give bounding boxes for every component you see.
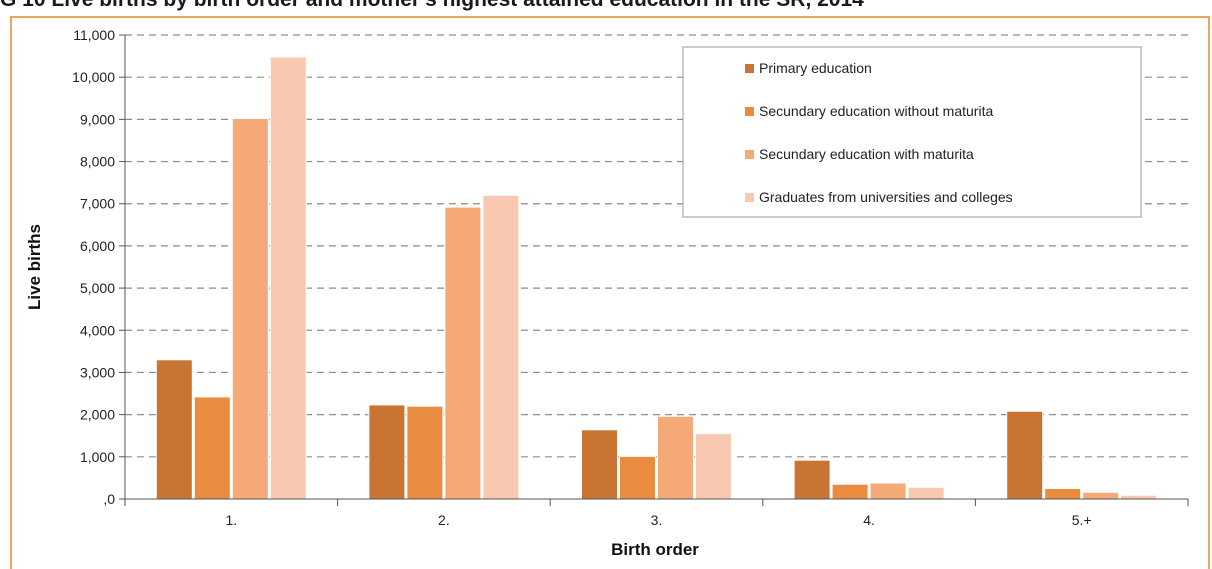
y-tick-label: 1,000 [80, 449, 115, 465]
legend-label: Secundary education with maturita [759, 146, 974, 162]
y-tick-label: 6,000 [80, 238, 115, 254]
legend-swatch [745, 150, 754, 159]
y-tick-label: 2,000 [80, 407, 115, 423]
legend-box [682, 46, 1142, 218]
y-tick-label: 8,000 [80, 154, 115, 170]
bar [695, 433, 732, 500]
gridlines [125, 34, 1188, 458]
x-tick-label: 2. [438, 512, 450, 528]
bar [1006, 410, 1044, 500]
x-tick-label: 4. [863, 512, 875, 528]
bar [619, 455, 656, 500]
y-tick-label: 11,000 [73, 27, 115, 43]
x-tick-label: 1. [225, 512, 237, 528]
bar [657, 415, 694, 500]
chart-title: G 10 Live births by birth order and moth… [0, 0, 1212, 13]
chart-frame [10, 16, 1210, 569]
y-tick-label: 10,000 [72, 69, 115, 85]
bar [444, 206, 482, 500]
bar [155, 359, 193, 500]
legend-label: Primary education [759, 60, 872, 76]
bar [793, 459, 831, 500]
bars [155, 56, 1158, 500]
bar [869, 482, 907, 500]
bar [1120, 494, 1158, 500]
bar [1082, 491, 1120, 500]
x-tick-label: 3. [651, 512, 663, 528]
legend-label: Graduates from universities and colleges [759, 189, 1013, 205]
bar [406, 405, 444, 500]
bar [193, 396, 231, 500]
y-tick-label: 4,000 [80, 322, 115, 338]
x-tick-label: 5.+ [1072, 512, 1092, 528]
legend-swatch [745, 193, 754, 202]
y-axis-title: Live births [25, 224, 44, 310]
bar [581, 429, 618, 500]
legend: Primary education Secundary education wit… [682, 46, 1142, 218]
y-tick-label: 5,000 [80, 280, 115, 296]
bar [269, 56, 307, 500]
legend-swatch [745, 107, 754, 116]
bar [907, 486, 945, 500]
x-axis-title: Birth order [611, 540, 699, 559]
bar [231, 118, 269, 500]
bar [1044, 487, 1082, 500]
bar [368, 404, 406, 500]
bar [831, 483, 869, 500]
axes: ,0 1,000 2,000 3,000 4,000 5,000 6,000 7,000 8,0… [72, 27, 1189, 528]
legend-swatch [745, 64, 754, 73]
legend-label: Secundary education without maturita [759, 103, 993, 119]
y-tick-label: ,0 [103, 491, 115, 507]
bar [482, 194, 520, 500]
y-tick-label: 7,000 [80, 196, 115, 212]
y-tick-label: 9,000 [80, 111, 115, 127]
y-tick-label: 3,000 [80, 364, 115, 380]
